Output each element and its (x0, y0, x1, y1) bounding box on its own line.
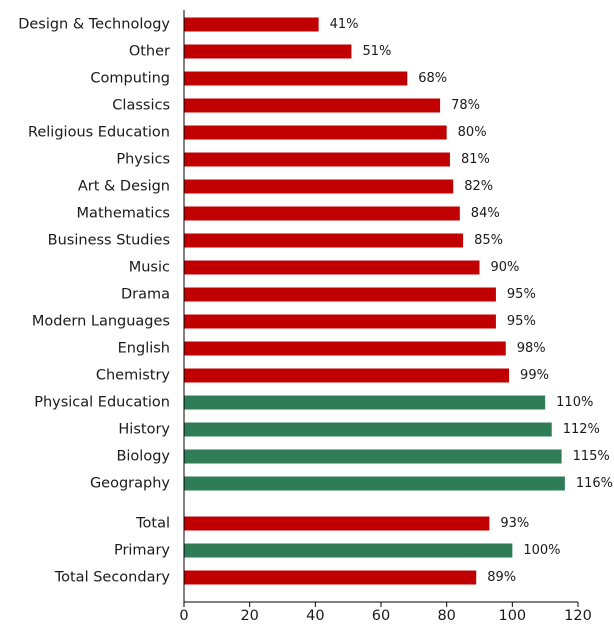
category-label-physics: Physics (116, 152, 170, 168)
x-tick-label: 120 (564, 608, 592, 624)
category-label-biology: Biology (116, 449, 170, 465)
value-label-other: 51% (362, 44, 391, 59)
category-label-total: Total (135, 516, 170, 532)
x-tick-label: 60 (372, 608, 390, 624)
bars-layer (184, 17, 565, 585)
value-label-primary: 100% (523, 543, 560, 558)
category-label-mathematics: Mathematics (77, 206, 170, 222)
bar-physics (184, 152, 450, 167)
bar-classics (184, 98, 441, 113)
bar-art-design (184, 179, 454, 194)
bar-design-technology (184, 17, 319, 32)
value-label-total-secondary: 89% (487, 570, 516, 585)
bar-religious-education (184, 125, 447, 140)
category-label-geography: Geography (90, 476, 170, 492)
category-label-physical-education: Physical Education (34, 395, 170, 411)
bar-drama (184, 287, 496, 302)
x-axis: 0 20 40 60 80 100 120 (179, 10, 592, 624)
bar-other (184, 44, 352, 59)
bar-biology (184, 449, 562, 464)
value-label-religious-education: 80% (458, 125, 487, 140)
category-label-history: History (118, 422, 170, 438)
category-label-computing: Computing (90, 71, 170, 87)
value-label-english: 98% (517, 341, 546, 356)
value-label-computing: 68% (418, 71, 447, 86)
value-label-total: 93% (500, 516, 529, 531)
category-label-english: English (118, 341, 170, 357)
category-label-art-design: Art & Design (78, 179, 170, 195)
bar-business-studies (184, 233, 464, 248)
category-label-modern-languages: Modern Languages (32, 314, 170, 330)
value-label-drama: 95% (507, 287, 536, 302)
value-label-chemistry: 99% (520, 368, 549, 383)
value-label-history: 112% (563, 422, 600, 437)
category-label-business-studies: Business Studies (48, 233, 170, 249)
bar-physical-education (184, 395, 546, 410)
category-label-classics: Classics (112, 98, 170, 114)
value-label-mathematics: 84% (471, 206, 500, 221)
category-label-total-secondary: Total Secondary (54, 570, 171, 586)
value-label-classics: 78% (451, 98, 480, 113)
bar-modern-languages (184, 314, 496, 329)
bar-total-secondary (184, 570, 477, 585)
x-tick-label: 40 (306, 608, 324, 624)
bar-music (184, 260, 480, 275)
value-label-music: 90% (491, 260, 520, 275)
value-label-business-studies: 85% (474, 233, 503, 248)
category-label-religious-education: Religious Education (28, 125, 170, 141)
bar-history (184, 422, 552, 437)
category-label-chemistry: Chemistry (96, 368, 171, 384)
value-label-design-technology: 41% (330, 17, 359, 32)
bar-primary (184, 543, 513, 558)
x-tick-label: 20 (240, 608, 258, 624)
value-label-art-design: 82% (464, 179, 493, 194)
x-tick-label: 100 (498, 608, 526, 624)
value-label-biology: 115% (573, 449, 610, 464)
category-label-drama: Drama (121, 287, 170, 303)
category-label-design-technology: Design & Technology (18, 17, 170, 33)
value-label-physical-education: 110% (556, 395, 593, 410)
value-label-modern-languages: 95% (507, 314, 536, 329)
bar-computing (184, 71, 408, 86)
value-label-physics: 81% (461, 152, 490, 167)
bar-chemistry (184, 368, 510, 383)
bar-geography (184, 476, 565, 491)
bar-total (184, 516, 490, 531)
category-label-primary: Primary (114, 543, 170, 559)
value-label-geography: 116% (576, 476, 613, 491)
category-label-music: Music (129, 260, 170, 276)
x-tick-label: 80 (437, 608, 455, 624)
labels-layer: Design & Technology 41% Other 51% Computing 6… (18, 17, 613, 586)
category-label-other: Other (129, 44, 170, 60)
bar-english (184, 341, 506, 356)
bar-mathematics (184, 206, 460, 221)
x-tick-label: 0 (179, 608, 188, 624)
